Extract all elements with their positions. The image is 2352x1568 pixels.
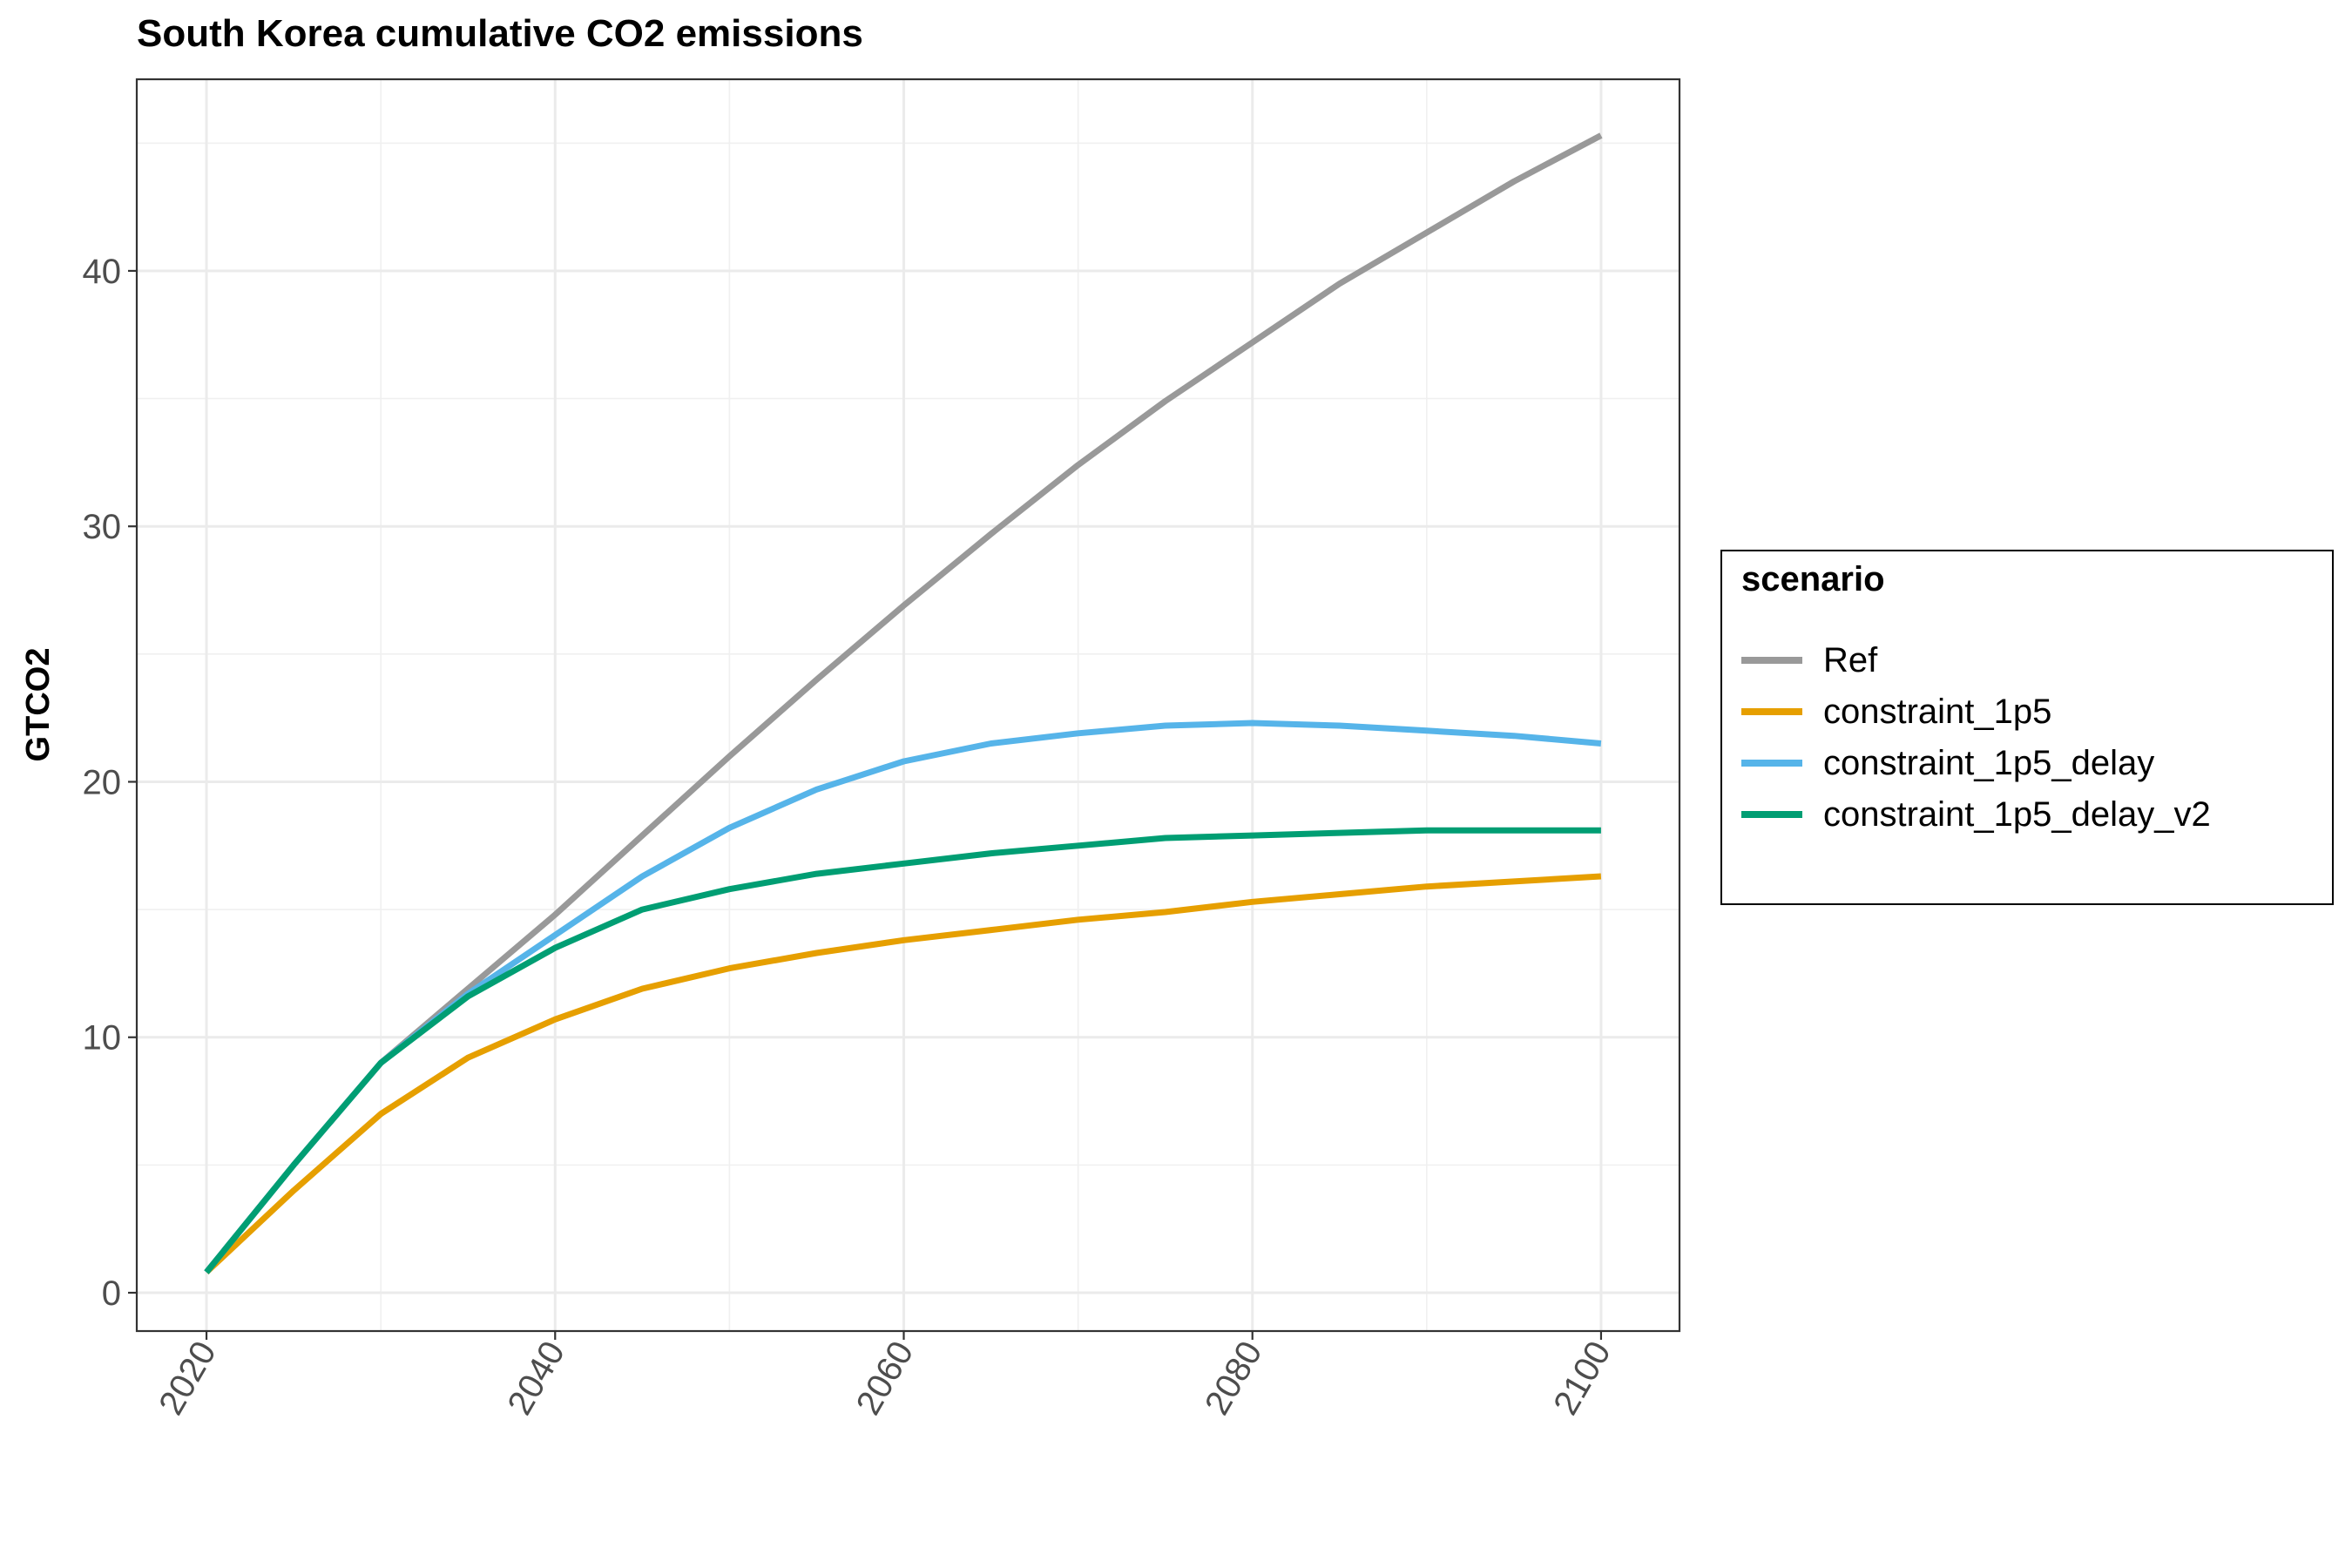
- legend-item-constraint-1p5: constraint_1p5: [1741, 686, 2051, 738]
- x-tick-label: 2060: [849, 1335, 922, 1422]
- panel-border: [135, 78, 1681, 1333]
- y-axis-title: GTCO2: [20, 648, 57, 762]
- x-tick-label: 2080: [1198, 1335, 1270, 1422]
- series-line-constraint-1p5-delay-v2: [204, 827, 1601, 1274]
- series-line-constraint-1p5: [204, 873, 1602, 1275]
- x-tick-label: 2100: [1546, 1335, 1619, 1422]
- y-tick-label: 10: [83, 1019, 122, 1058]
- x-tick-label: 2040: [500, 1335, 572, 1422]
- axis-layer: 0 10 20 30 40 2020 2040 2060 2080 2100: [83, 253, 1619, 1422]
- legend-item-constraint-1p5-delay-v2: constraint_1p5_delay_v2: [1741, 788, 2211, 841]
- legend-key-constraint-1p5: [1741, 708, 1802, 715]
- series-layer: [204, 132, 1603, 1275]
- legend-key-ref: [1741, 657, 1802, 664]
- legend-key-constraint-1p5-delay: [1741, 760, 1802, 767]
- y-tick-label: 20: [83, 763, 122, 801]
- legend-item-constraint-1p5-delay: constraint_1p5_delay: [1741, 737, 2154, 789]
- legend: scenario Ref constraint_1p5 constraint_1…: [1720, 550, 2334, 905]
- legend-key-constraint-1p5-delay-v2: [1741, 811, 1802, 818]
- legend-item-ref: Ref: [1741, 634, 1877, 686]
- legend-label: constraint_1p5_delay: [1823, 743, 2155, 782]
- y-tick-label: 30: [83, 508, 122, 546]
- legend-label: constraint_1p5_delay_v2: [1823, 794, 2211, 834]
- legend-title: scenario: [1741, 560, 1885, 598]
- y-tick-label: 40: [83, 253, 122, 291]
- legend-label: constraint_1p5: [1823, 692, 2052, 731]
- legend-label: Ref: [1823, 640, 1878, 679]
- chart-title: South Korea cumulative CO2 emissions: [137, 12, 863, 55]
- x-tick-label: 2020: [152, 1335, 224, 1422]
- grid-layer: [137, 79, 1680, 1331]
- y-tick-label: 0: [102, 1274, 121, 1313]
